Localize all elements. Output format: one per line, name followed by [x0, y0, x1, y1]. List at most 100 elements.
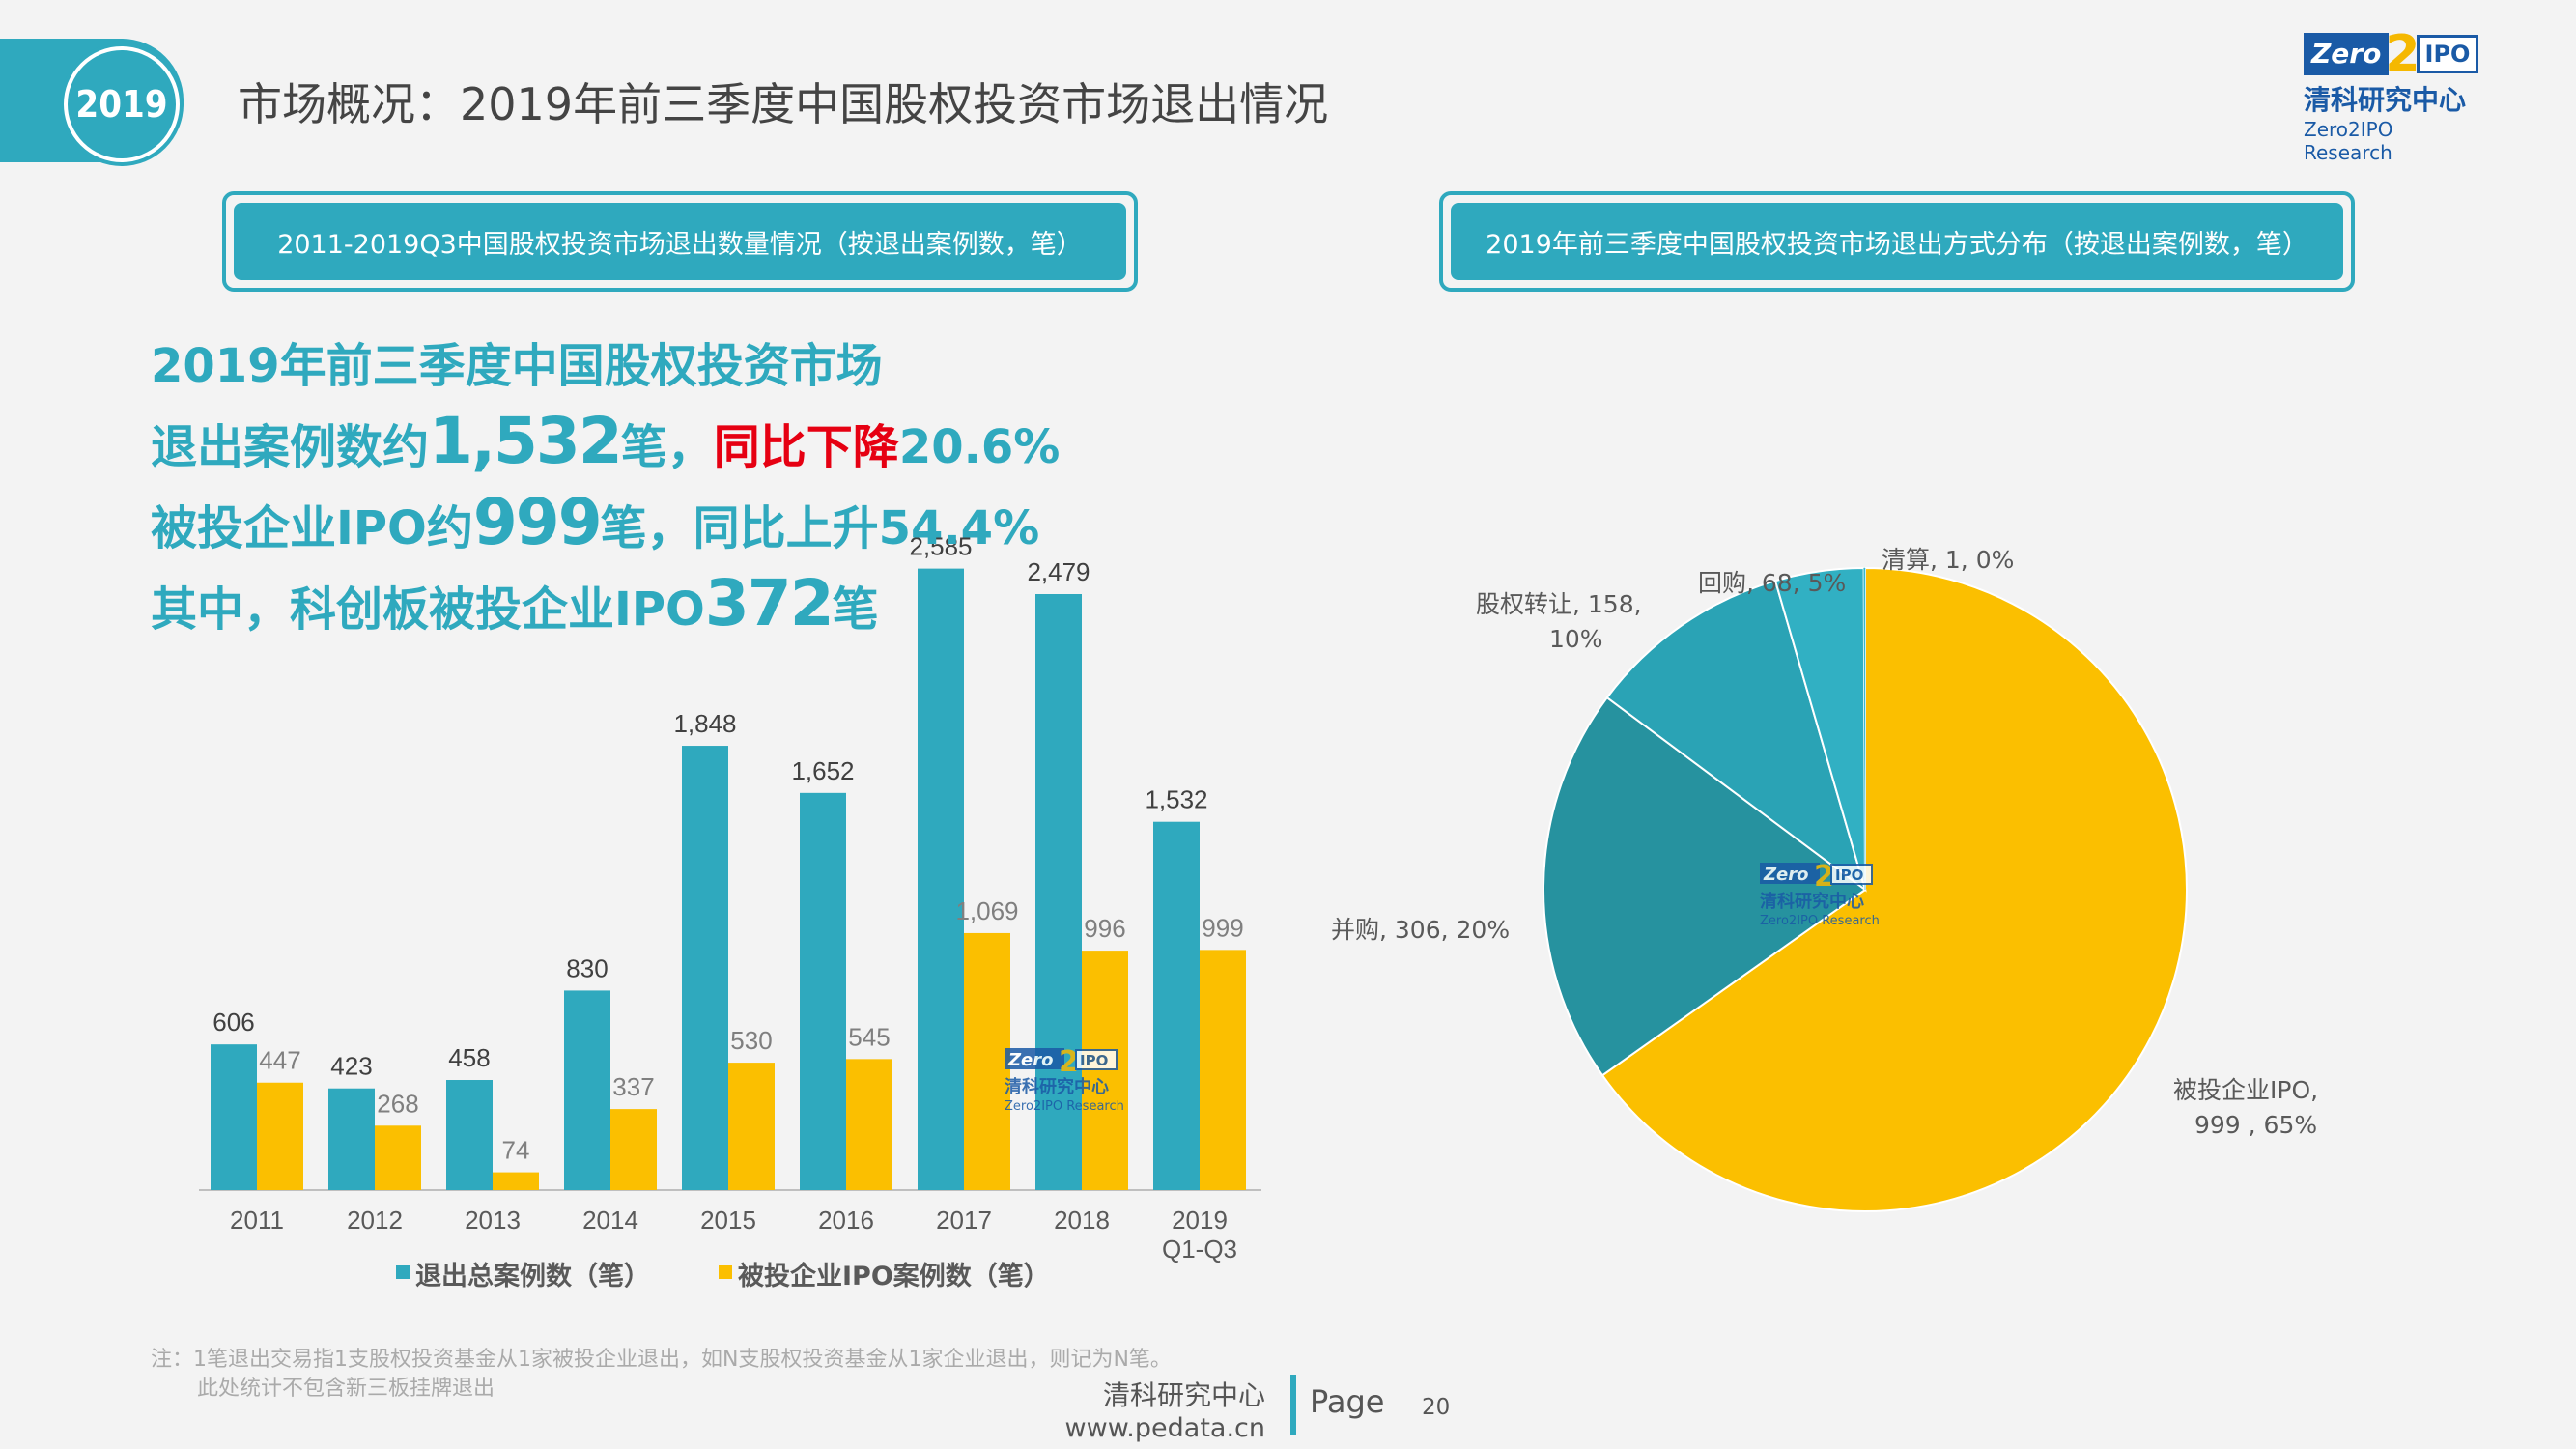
logo-zero: Zero — [2304, 33, 2390, 75]
pie-chart-watermark: Zero 2 IPO 清科研究中心 Zero2IPO Research — [1760, 860, 1880, 928]
year-badge: 2019 — [64, 46, 180, 162]
x-tick-label-8-line2: Q1-Q3 — [1162, 1235, 1237, 1264]
bar-label-ipo-6: 1,069 — [955, 896, 1018, 925]
x-tick-label-2: 2013 — [465, 1206, 521, 1235]
headline-yoy-decline: 同比下降 — [713, 420, 899, 474]
pie-chart-watermark-zero-box — [1760, 863, 1820, 884]
headline-line3: 被投企业IPO约999笔，同比上升54.4% — [151, 485, 1060, 566]
headline-line2-a: 退出案例数约 — [151, 420, 430, 474]
bar-ipo-0 — [257, 1082, 303, 1190]
bar-label-ipo-0: 447 — [259, 1046, 300, 1075]
logo-en: Zero2IPO Research — [2304, 118, 2393, 164]
bar-label-total-7: 2,479 — [1027, 557, 1090, 586]
headline-line4-b: 笔 — [832, 582, 879, 637]
logo-cn: 清科研究中心 — [2304, 84, 2467, 116]
headline-line4: 其中，科创板被投企业IPO372笔 — [151, 566, 1060, 647]
bar-label-total-1: 423 — [330, 1052, 372, 1081]
pie-label-0-line2: 999 , 65% — [2194, 1111, 2317, 1139]
pie-chart-watermark-two: 2 — [1814, 860, 1834, 894]
pie-label-1: 并购, 306, 20% — [1331, 916, 1510, 944]
page-title: 市场概况：2019年前三季度中国股权投资市场退出情况 — [238, 78, 1329, 130]
footer-brand-cn: 清科研究中心 — [1102, 1379, 1265, 1411]
headline-line1: 2019年前三季度中国股权投资市场 — [151, 339, 883, 393]
right-section-title: 2019年前三季度中国股权投资市场退出方式分布（按退出案例数，笔） — [1451, 203, 2343, 280]
bar-label-ipo-7: 996 — [1084, 914, 1125, 943]
bar-ipo-3 — [610, 1109, 657, 1190]
pie-slice-0 — [1600, 566, 2188, 1212]
bar-ipo-7 — [1082, 951, 1128, 1190]
bar-label-total-8: 1,532 — [1145, 785, 1207, 814]
bar-total-8 — [1153, 821, 1200, 1190]
right-section-header: 2019年前三季度中国股权投资市场退出方式分布（按退出案例数，笔） — [1439, 191, 2355, 292]
footnote: 注：1笔退出交易指1支股权投资基金从1家被投企业退出，如N支股权投资基金从1家企… — [151, 1346, 1172, 1404]
bar-ipo-8 — [1200, 950, 1246, 1190]
bar-ipo-5 — [846, 1059, 892, 1190]
bar-label-total-4: 1,848 — [673, 709, 736, 738]
pie-chart-watermark-zero: Zero — [1763, 865, 1809, 885]
left-section-header: 2011-2019Q3中国股权投资市场退出数量情况（按退出案例数，笔） — [222, 191, 1138, 292]
pie-slice-2 — [1605, 580, 1867, 893]
legend-swatch-total — [396, 1265, 410, 1279]
bar-total-0 — [211, 1044, 257, 1190]
bar-ipo-2 — [493, 1172, 539, 1190]
bar-total-1 — [328, 1088, 375, 1190]
left-section-title: 2011-2019Q3中国股权投资市场退出数量情况（按退出案例数，笔） — [234, 203, 1126, 280]
pie-chart-watermark-ipo-box — [1830, 864, 1873, 885]
pie-label-2: 股权转让, 158, — [1476, 590, 1642, 618]
logo-two: 2 — [2385, 25, 2420, 83]
bar-total-6 — [918, 568, 964, 1190]
x-tick-label-7: 2018 — [1054, 1206, 1110, 1235]
bar-label-ipo-8: 999 — [1202, 913, 1243, 942]
pie-label-0: 被投企业IPO, — [2173, 1076, 2318, 1104]
x-tick-label-5: 2016 — [818, 1206, 874, 1235]
headline-line3-a: 被投企业IPO约 — [151, 501, 473, 555]
bar-chart-watermark-ipo: IPO — [1080, 1052, 1108, 1069]
headline-line3-b: 笔，同比上升54.4% — [600, 501, 1040, 555]
x-tick-label-4: 2015 — [700, 1206, 756, 1235]
bar-total-4 — [682, 746, 728, 1190]
bar-total-3 — [564, 990, 610, 1190]
bar-total-2 — [446, 1080, 493, 1190]
x-tick-label-0: 2011 — [230, 1206, 284, 1235]
bar-label-ipo-1: 268 — [377, 1089, 418, 1118]
headline-line2-b: 笔， — [620, 420, 714, 474]
footer-url[interactable]: www.pedata.cn — [1064, 1413, 1265, 1443]
x-tick-label-6: 2017 — [936, 1206, 992, 1235]
bar-chart-watermark-ipo-box — [1075, 1049, 1118, 1070]
headline-line4-a: 其中，科创板被投企业IPO — [151, 582, 705, 637]
bar-label-ipo-5: 545 — [848, 1022, 890, 1051]
pie-chart: 被投企业IPO, 999 , 65% 并购, 306, 20% 股权转让, 158, 1… — [1331, 546, 2318, 1212]
zero2ipo-logo: Zero 2 IPO 清科研究中心 Zero2IPO Research — [2304, 25, 2487, 164]
bar-label-total-5: 1,652 — [791, 756, 854, 785]
headline-star-market-count: 372 — [704, 566, 835, 640]
pie-slice-4 — [1863, 567, 1866, 891]
bar-chart-watermark-en: Zero2IPO Research — [1005, 1099, 1124, 1114]
bar-label-total-3: 830 — [566, 953, 608, 982]
bar-label-ipo-3: 337 — [612, 1072, 654, 1101]
bar-chart-watermark-cn: 清科研究中心 — [1005, 1076, 1109, 1097]
bar-label-total-2: 458 — [448, 1043, 490, 1072]
legend-label-ipo: 被投企业IPO案例数（笔） — [738, 1261, 1050, 1292]
bar-chart-watermark-two: 2 — [1059, 1045, 1079, 1079]
x-tick-label-1: 2012 — [347, 1206, 403, 1235]
bar-chart-watermark-zero: Zero — [1007, 1050, 1054, 1070]
footer-page-number: 20 — [1422, 1395, 1451, 1420]
footnote-line2: 此处统计不包含新三板挂牌退出 — [197, 1377, 495, 1401]
logo-ipo: IPO — [2416, 35, 2479, 73]
bar-label-total-0: 606 — [212, 1008, 254, 1037]
bar-total-7 — [1035, 594, 1082, 1190]
x-tick-label-3: 2014 — [582, 1206, 638, 1235]
headline-line2-c: 20.6% — [898, 420, 1061, 474]
legend-swatch-ipo — [719, 1265, 732, 1279]
bar-chart-watermark: Zero 2 IPO 清科研究中心 Zero2IPO Research — [1005, 1045, 1124, 1114]
pie-chart-watermark-ipo: IPO — [1835, 867, 1863, 884]
headline: 2019年前三季度中国股权投资市场 退出案例数约1,532笔，同比下降20.6%… — [151, 328, 1060, 647]
pie-chart-watermark-cn: 清科研究中心 — [1760, 891, 1864, 912]
headline-exit-count: 1,532 — [429, 404, 623, 478]
bar-ipo-4 — [728, 1063, 775, 1190]
x-tick-label-8: 2019 — [1172, 1206, 1228, 1235]
pie-label-2-line2: 10% — [1549, 625, 1603, 653]
footer-page-label: Page — [1310, 1383, 1385, 1420]
pie-chart-watermark-en: Zero2IPO Research — [1760, 914, 1880, 928]
bar-label-ipo-4: 530 — [730, 1026, 772, 1055]
